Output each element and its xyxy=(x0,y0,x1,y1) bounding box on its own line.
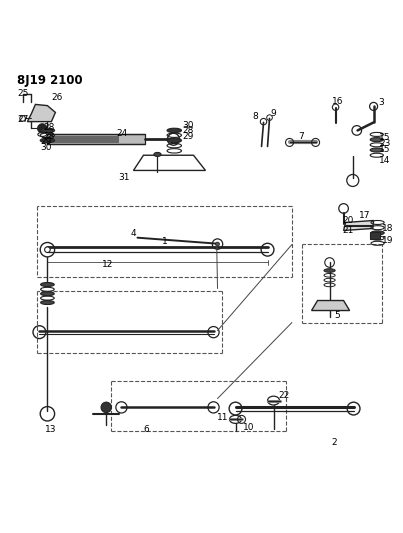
Ellipse shape xyxy=(370,138,383,142)
Text: 29: 29 xyxy=(182,132,194,141)
Bar xyxy=(48,134,145,144)
Text: 15: 15 xyxy=(379,145,391,154)
Text: 20: 20 xyxy=(343,215,354,224)
Text: 13: 13 xyxy=(45,425,56,434)
Text: 3: 3 xyxy=(378,98,384,107)
Text: 5: 5 xyxy=(334,311,340,320)
Polygon shape xyxy=(27,104,56,122)
Text: 21: 21 xyxy=(343,225,354,235)
Circle shape xyxy=(45,247,50,253)
Text: 29: 29 xyxy=(41,137,52,146)
Ellipse shape xyxy=(154,152,161,157)
Bar xyxy=(48,136,119,143)
Text: 9: 9 xyxy=(270,109,276,118)
Ellipse shape xyxy=(40,138,55,143)
Text: 11: 11 xyxy=(217,413,228,422)
Text: 30: 30 xyxy=(182,121,194,130)
Text: 27: 27 xyxy=(17,115,29,124)
Text: 10: 10 xyxy=(243,423,255,432)
Ellipse shape xyxy=(370,148,383,152)
Ellipse shape xyxy=(40,128,55,133)
Circle shape xyxy=(37,124,47,133)
Text: 2: 2 xyxy=(332,438,337,447)
Bar xyxy=(370,232,380,239)
Text: 4: 4 xyxy=(130,229,136,238)
Text: 12: 12 xyxy=(102,261,114,269)
Text: 24: 24 xyxy=(116,129,128,138)
Text: 8: 8 xyxy=(253,112,258,121)
Ellipse shape xyxy=(41,292,54,296)
Text: 31: 31 xyxy=(118,173,130,182)
Text: 6: 6 xyxy=(143,425,149,434)
Text: 15: 15 xyxy=(379,133,391,142)
Text: 30: 30 xyxy=(41,143,52,152)
Text: 28: 28 xyxy=(182,126,194,135)
Circle shape xyxy=(101,402,112,413)
Text: 26: 26 xyxy=(52,93,63,102)
Text: 7: 7 xyxy=(298,132,304,141)
Ellipse shape xyxy=(41,301,54,304)
Polygon shape xyxy=(312,301,349,311)
Text: 28: 28 xyxy=(44,132,55,141)
Text: 14: 14 xyxy=(379,156,391,165)
Ellipse shape xyxy=(167,138,181,143)
Text: 19: 19 xyxy=(382,236,393,245)
Ellipse shape xyxy=(41,282,54,287)
Text: 25: 25 xyxy=(17,89,29,98)
Text: 16: 16 xyxy=(332,97,343,106)
Text: 28: 28 xyxy=(44,123,55,132)
Text: 23: 23 xyxy=(379,139,391,148)
Ellipse shape xyxy=(167,128,181,133)
Circle shape xyxy=(216,242,220,246)
Ellipse shape xyxy=(324,269,335,272)
Polygon shape xyxy=(344,221,374,230)
Text: 18: 18 xyxy=(382,223,393,232)
Text: 22: 22 xyxy=(278,391,290,400)
Text: 8J19 2100: 8J19 2100 xyxy=(17,74,83,87)
Text: 1: 1 xyxy=(162,237,167,246)
Ellipse shape xyxy=(371,231,384,235)
Text: 17: 17 xyxy=(359,211,370,220)
